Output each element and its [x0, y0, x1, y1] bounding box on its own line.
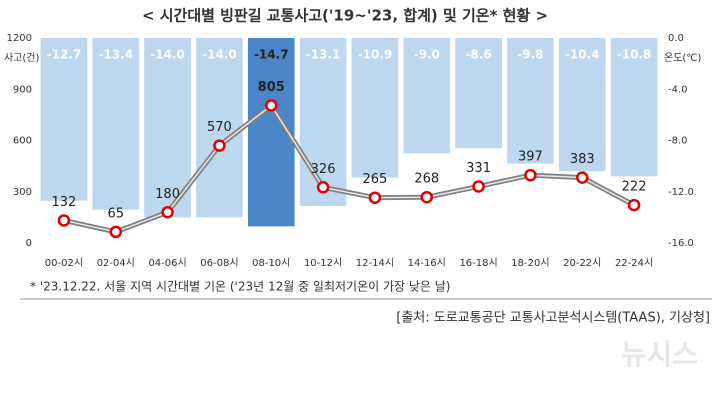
point-value-label: 326 [311, 162, 336, 177]
bar-value-label: -14.7 [254, 48, 289, 62]
x-tick-label: 14-16시 [408, 257, 446, 269]
bar [558, 38, 606, 172]
y-tick-label: 900 [13, 84, 32, 95]
x-tick-label: 22-24시 [615, 257, 653, 269]
bar-value-label: -9.8 [517, 48, 543, 62]
bar [610, 38, 658, 177]
y2-tick-label: -12.0 [668, 187, 694, 198]
bar [92, 38, 140, 210]
point-value-label: 132 [52, 195, 77, 210]
marker [524, 168, 537, 182]
source: [출처: 도로교통공단 교통사고분석시스템(TAAS), 기상청] [396, 311, 710, 326]
y-tick-label: 600 [13, 136, 32, 147]
x-tick-label: 06-08시 [200, 257, 238, 269]
bar-value-label: -14.0 [150, 48, 185, 62]
x-tick-label: 18-20시 [511, 257, 549, 269]
bar-value-label: -13.1 [306, 48, 341, 62]
marker [472, 180, 485, 193]
bar-value-label: -13.4 [98, 48, 133, 62]
bar [196, 38, 243, 218]
marker [213, 139, 226, 152]
bar-value-label: -12.7 [47, 48, 82, 62]
line-inner [63, 104, 635, 233]
watermark: 뉴시스 [621, 338, 698, 371]
point-value-label: 65 [107, 206, 124, 221]
marker [161, 206, 174, 219]
point-value-label: 383 [570, 152, 595, 167]
bar [403, 38, 451, 154]
marker [316, 181, 330, 194]
marker [420, 190, 433, 204]
y2-tick-label: 0.0 [668, 33, 684, 44]
point-value-label: 265 [363, 172, 388, 187]
bar [299, 38, 347, 206]
point-value-label: 805 [258, 80, 285, 95]
bar-value-label: -10.8 [617, 48, 652, 62]
point-value-label: 268 [414, 172, 439, 187]
bar [455, 38, 502, 149]
point-value-label: 331 [466, 161, 491, 176]
marker [576, 171, 589, 184]
x-tick-label: 20-22시 [563, 257, 601, 269]
marker [57, 214, 71, 227]
x-tick-label: 10-12시 [304, 257, 342, 269]
bar [144, 38, 191, 218]
bar [507, 38, 554, 164]
y2-tick-label: -8.0 [668, 136, 688, 147]
y2-tick-label: -4.0 [668, 84, 688, 95]
bar [40, 38, 88, 201]
marker [368, 191, 382, 204]
bar-value-label: -10.4 [565, 48, 600, 62]
marker [109, 225, 122, 239]
point-value-label: 397 [518, 150, 543, 165]
y2-tick-label: -16.0 [668, 238, 694, 249]
footnote: * '23.12.22. 서울 지역 시간대별 기온 ('23년 12월 중 일… [30, 280, 451, 294]
y-tick-label: 1200 [7, 33, 32, 44]
point-value-label: 570 [207, 120, 232, 135]
y-tick-label: 300 [13, 187, 32, 198]
x-tick-label: 12-14시 [356, 257, 394, 269]
point-value-label: 180 [155, 187, 180, 202]
y2-axis-label: 온도(℃) [664, 52, 702, 64]
bar-value-label: -8.6 [465, 48, 491, 62]
x-tick-label: 16-18시 [459, 257, 497, 269]
marker [627, 198, 641, 212]
bar-value-label: -14.0 [202, 48, 237, 62]
x-tick-label: 02-04시 [97, 257, 135, 269]
bar-value-label: -9.0 [414, 48, 440, 62]
x-tick-label: 08-10시 [252, 257, 290, 269]
y-axis-label: 사고(건) [4, 52, 40, 64]
bar-value-label: -10.9 [358, 48, 393, 62]
bar [351, 38, 399, 178]
point-value-label: 222 [622, 180, 647, 195]
y-tick-label: 0 [26, 238, 32, 249]
marker [265, 99, 278, 112]
chart-title: < 시간대별 빙판길 교통사고('19~'23, 합계) 및 기온* 현황 > [142, 7, 548, 25]
x-tick-label: 00-02시 [45, 257, 83, 269]
x-tick-label: 04-06시 [148, 257, 186, 269]
